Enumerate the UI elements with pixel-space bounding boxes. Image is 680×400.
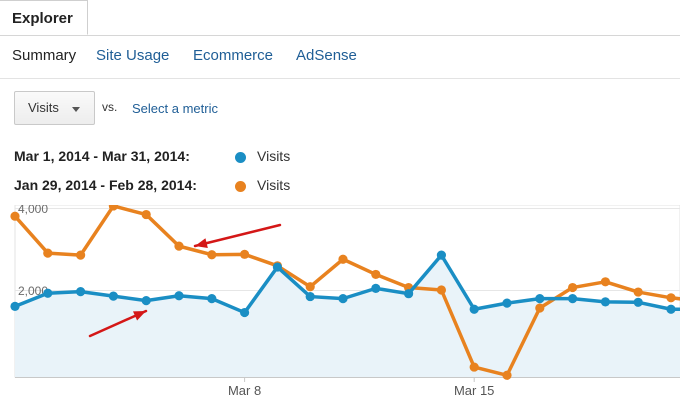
legend-current-metric: Visits	[257, 148, 291, 164]
series-previous-point	[76, 250, 86, 260]
series-current-point	[240, 307, 250, 318]
legend-previous: Jan 29, 2014 - Feb 28, 2014: Visits	[14, 177, 674, 197]
series-current-point	[633, 297, 643, 307]
series-current-point	[436, 250, 446, 260]
select-metric-link[interactable]: Select a metric	[132, 101, 218, 116]
series-current-point	[207, 294, 217, 304]
series-current-point	[108, 291, 118, 301]
series-current-point	[404, 289, 414, 299]
series-previous-point	[305, 282, 315, 292]
x-tick-label: Mar 15	[454, 383, 494, 398]
annotation-arrow	[193, 223, 282, 248]
series-current-point	[371, 283, 381, 293]
series-previous-point	[502, 370, 512, 380]
metric-toolbar: Visits vs. Select a metric	[0, 78, 680, 140]
subnav-ecommerce[interactable]: Ecommerce	[193, 47, 274, 64]
series-current-point	[272, 262, 282, 272]
arrow-head	[195, 238, 208, 248]
series-previous-point	[666, 293, 676, 303]
series-previous-point	[174, 241, 184, 251]
tab-explorer[interactable]: Explorer	[0, 0, 88, 35]
vs-label: vs.	[102, 100, 118, 114]
legend-previous-metric: Visits	[257, 177, 291, 193]
series-current-point	[76, 287, 86, 297]
legend-current-range: Mar 1, 2014 - Mar 31, 2014:	[14, 148, 190, 164]
series-current-point	[43, 288, 53, 298]
series-previous-point	[436, 285, 446, 295]
series-current-point	[174, 291, 184, 301]
subnav-adsense[interactable]: AdSense	[296, 47, 357, 64]
series-previous-point	[43, 248, 53, 258]
chevron-down-icon	[72, 107, 80, 112]
metric-select-label: Visits	[28, 100, 59, 115]
series-previous-point	[600, 277, 611, 287]
series-previous-point	[338, 254, 348, 264]
legend-current: Mar 1, 2014 - Mar 31, 2014: Visits	[14, 148, 674, 168]
series-previous-point	[371, 269, 381, 280]
series-current-point	[600, 297, 611, 307]
series-current-point	[469, 304, 479, 314]
series-current-point	[568, 294, 578, 304]
series-current-point	[535, 294, 545, 304]
series-current-point	[10, 301, 20, 311]
annotation-arrow	[88, 309, 148, 338]
series-previous-point	[633, 287, 643, 297]
x-tick-label: Mar 8	[228, 383, 261, 398]
series-previous-point	[535, 303, 545, 313]
series-previous-line	[13, 205, 680, 378]
series-previous-point	[568, 282, 578, 293]
subnav-site-usage[interactable]: Site Usage	[96, 47, 170, 64]
series-previous-point	[240, 249, 250, 259]
metric-select[interactable]: Visits	[14, 91, 95, 125]
subnav-summary[interactable]: Summary	[12, 47, 77, 64]
series-current-line	[14, 253, 680, 315]
legend-previous-range: Jan 29, 2014 - Feb 28, 2014:	[14, 177, 197, 193]
arrow-head	[133, 311, 146, 321]
series-previous-point	[141, 209, 151, 220]
series-current-point	[141, 296, 151, 306]
series-previous-point	[108, 205, 118, 211]
series-current-point	[666, 304, 676, 314]
legend-previous-dot-icon	[235, 181, 246, 192]
report-subnav: Summary Site Usage Ecommerce AdSense	[0, 35, 680, 79]
visits-chart: 4,000 2,000 Mar 8 Mar 15	[0, 205, 680, 400]
series-current-point	[305, 291, 315, 302]
series-previous-point	[207, 250, 217, 260]
y-tick-label: 4,000	[18, 205, 48, 216]
series-current-point	[502, 298, 512, 308]
series-current-area	[15, 255, 680, 377]
tab-strip: Explorer	[0, 0, 680, 36]
arrow-shaft	[193, 223, 282, 248]
series-previous-point	[10, 211, 20, 221]
series-current-point	[338, 294, 348, 304]
series-previous-point	[469, 362, 479, 372]
legend-current-dot-icon	[235, 152, 246, 163]
